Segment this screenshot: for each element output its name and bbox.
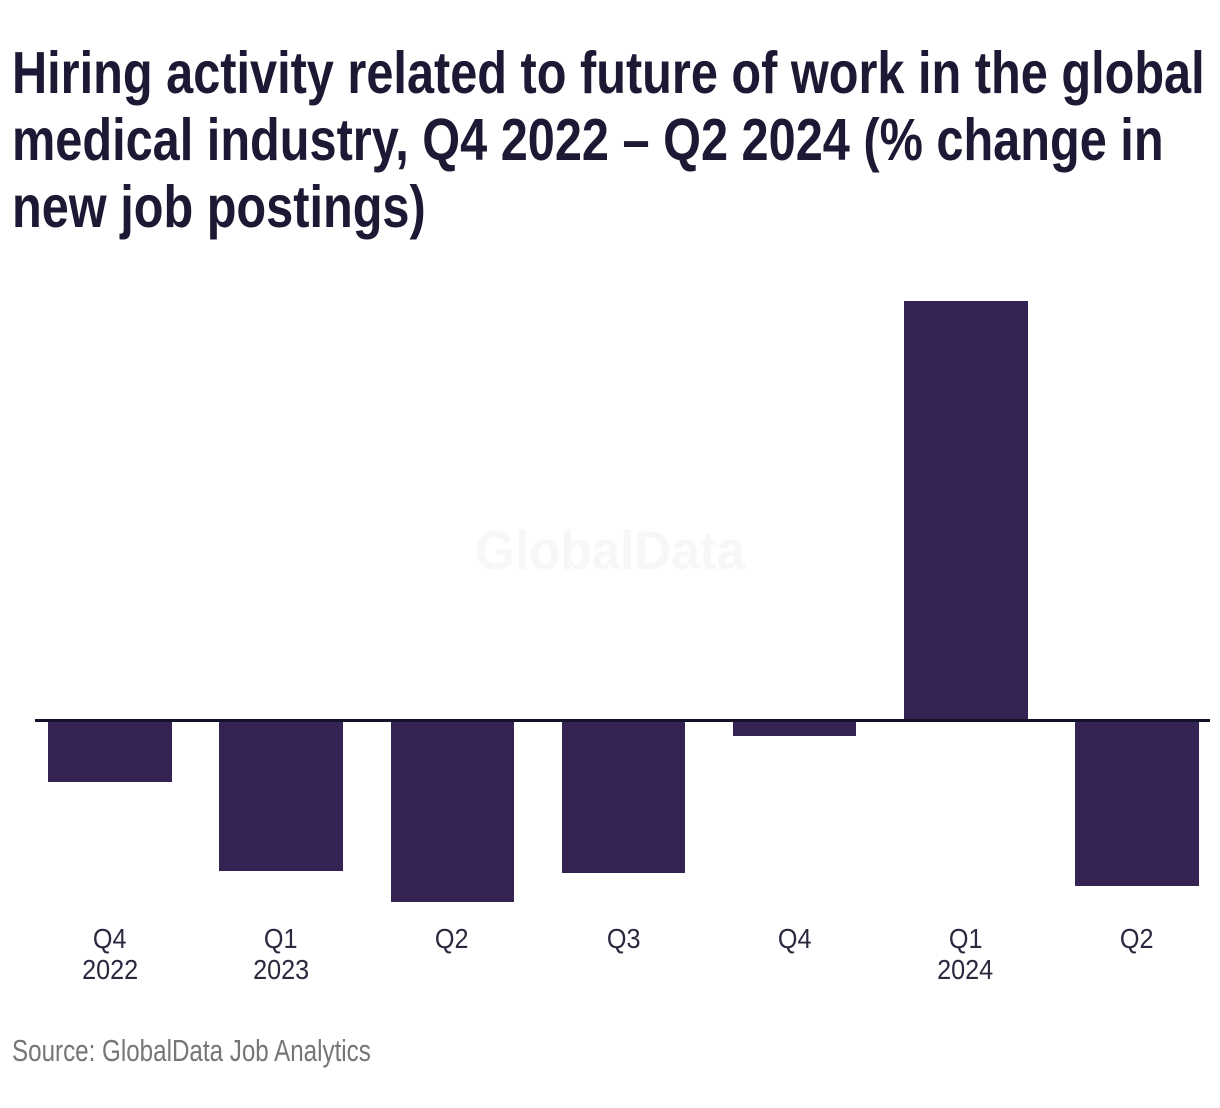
x-axis-label: Q3: [538, 923, 709, 954]
x-axis-label-year: 2024: [937, 954, 994, 985]
x-axis-label: Q4: [709, 923, 880, 954]
chart-title-line-3: new job postings): [12, 174, 426, 240]
bar-q2-2024: [1075, 721, 1199, 887]
chart-title-line-2: medical industry, Q4 2022 – Q2 2024 (% c…: [12, 107, 1164, 173]
x-axis-label: Q1 2023: [196, 923, 367, 985]
bar-q1-2023: [219, 721, 343, 871]
watermark: GlobalData: [474, 519, 746, 581]
bar-q3-2023: [561, 721, 686, 874]
x-axis-label-quarter: Q1: [264, 923, 298, 954]
x-axis-label: Q1 2024: [880, 923, 1051, 985]
x-axis-label: Q2: [1051, 923, 1220, 954]
bar-q4-2023: [732, 721, 857, 736]
x-axis-label: Q4 2022: [24, 923, 195, 985]
x-axis-label-quarter: Q3: [606, 923, 641, 954]
chart-title-line-1: Hiring activity related to future of wor…: [12, 40, 1205, 106]
bar-q1-2024: [904, 301, 1028, 721]
x-axis-label-quarter: Q2: [1119, 923, 1154, 954]
x-axis-label-quarter: Q4: [92, 923, 127, 954]
x-axis-label-quarter: Q2: [435, 923, 469, 954]
x-axis-line: [35, 719, 1210, 722]
chart-title: Hiring activity related to future of wor…: [12, 40, 1220, 241]
x-axis-label-year: 2023: [252, 954, 310, 985]
bar-q2-2023: [390, 721, 514, 902]
x-axis-label: Q2: [367, 923, 538, 954]
source-note: Source: GlobalData Job Analytics: [12, 1033, 371, 1068]
bar-q4-2022: [48, 721, 172, 782]
x-axis-label-year: 2022: [81, 954, 138, 985]
x-axis-label-quarter: Q4: [777, 923, 812, 954]
x-axis-label-quarter: Q1: [948, 923, 983, 954]
